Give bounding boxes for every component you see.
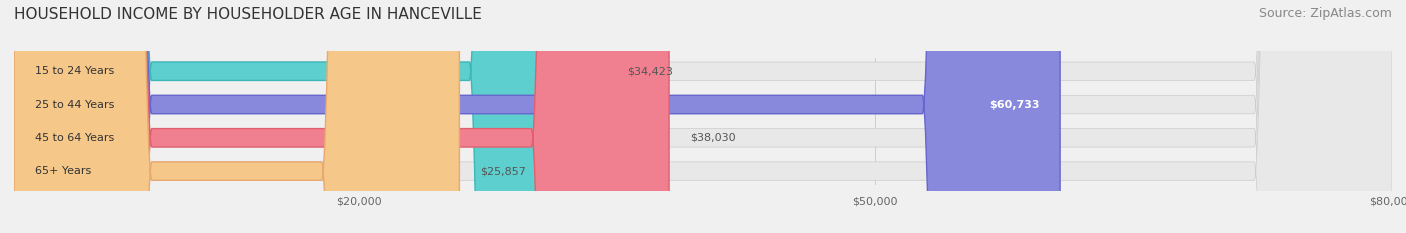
Text: $38,030: $38,030 — [690, 133, 735, 143]
FancyBboxPatch shape — [14, 0, 460, 233]
FancyBboxPatch shape — [14, 0, 669, 233]
FancyBboxPatch shape — [14, 0, 607, 233]
Text: $25,857: $25,857 — [479, 166, 526, 176]
FancyBboxPatch shape — [14, 0, 1060, 233]
Text: Source: ZipAtlas.com: Source: ZipAtlas.com — [1258, 7, 1392, 20]
Text: 65+ Years: 65+ Years — [35, 166, 91, 176]
Text: 25 to 44 Years: 25 to 44 Years — [35, 99, 114, 110]
Text: HOUSEHOLD INCOME BY HOUSEHOLDER AGE IN HANCEVILLE: HOUSEHOLD INCOME BY HOUSEHOLDER AGE IN H… — [14, 7, 482, 22]
Text: $34,423: $34,423 — [627, 66, 673, 76]
Text: 15 to 24 Years: 15 to 24 Years — [35, 66, 114, 76]
FancyBboxPatch shape — [14, 0, 1392, 233]
FancyBboxPatch shape — [14, 0, 1392, 233]
FancyBboxPatch shape — [14, 0, 1392, 233]
Text: 45 to 64 Years: 45 to 64 Years — [35, 133, 114, 143]
FancyBboxPatch shape — [14, 0, 1392, 233]
Text: $60,733: $60,733 — [988, 99, 1039, 110]
